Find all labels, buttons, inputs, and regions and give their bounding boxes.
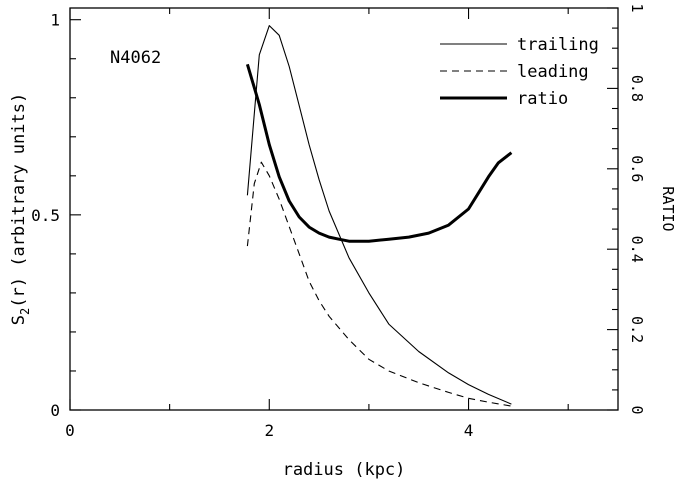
y-tick-label: 0.5 xyxy=(31,206,60,225)
y2-tick-label: 0.4 xyxy=(628,236,646,263)
y-tick-label: 1 xyxy=(50,11,60,30)
x-axis-label: radius (kpc) xyxy=(283,460,406,480)
y2-axis-label: RATIO xyxy=(659,186,675,231)
x-tick-label: 0 xyxy=(65,421,75,440)
y2-tick-label: 0.8 xyxy=(628,75,646,102)
y2-tick-label: 0.6 xyxy=(628,155,646,182)
y-axis-label: S2(r) (arbitrary units) xyxy=(9,93,32,325)
y-axis-label-sub: 2 xyxy=(18,308,32,315)
annotation-label: N4062 xyxy=(110,48,161,68)
y-tick-label: 0 xyxy=(50,401,60,420)
ticks: 0 2 4 0 0.5 1 0 0.2 0.4 0.6 0.8 1 xyxy=(31,3,646,440)
legend: trailing leading ratio xyxy=(440,35,599,109)
legend-label-trailing: trailing xyxy=(517,35,599,55)
series-group xyxy=(245,25,513,407)
y-axis-label-main: S xyxy=(9,315,29,325)
series-line-trailing xyxy=(246,25,512,405)
legend-label-leading: leading xyxy=(517,62,589,82)
series-line-leading xyxy=(246,161,512,407)
x-tick-label: 4 xyxy=(464,421,474,440)
y2-tick-label: 0.2 xyxy=(628,316,646,343)
y-axis-label-rest: (r) (arbitrary units) xyxy=(9,93,29,308)
series-line-ratio xyxy=(245,63,513,243)
y2-tick-label: 0 xyxy=(628,405,646,414)
y2-tick-label: 1 xyxy=(628,3,646,12)
legend-label-ratio: ratio xyxy=(517,89,568,109)
x-tick-label: 2 xyxy=(264,421,274,440)
